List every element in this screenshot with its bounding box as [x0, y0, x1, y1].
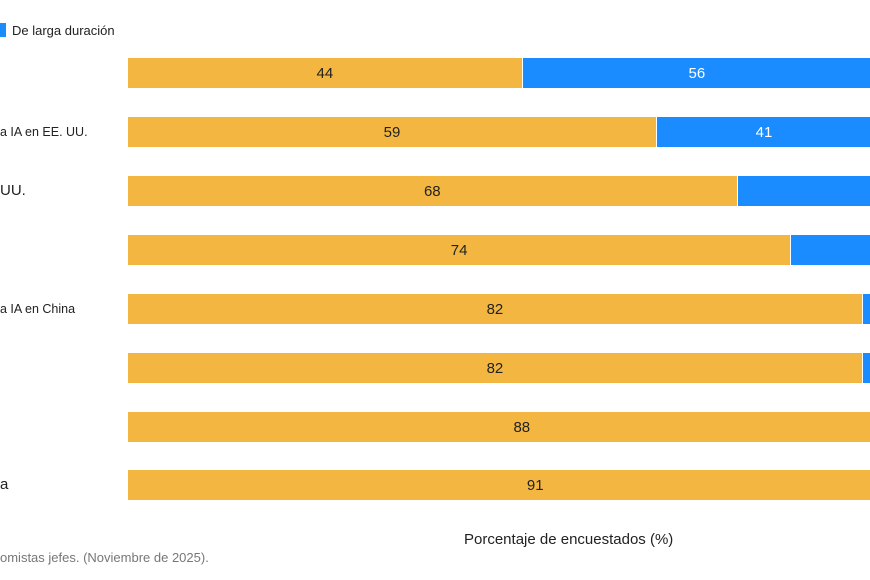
bar-short-term: 88	[128, 412, 870, 442]
bar-short-term: 59	[128, 117, 657, 147]
bar-value-label: 82	[486, 359, 504, 377]
legend-item-long-term: De larga duración	[0, 20, 115, 40]
bar-value-label: 68	[423, 182, 441, 200]
bar-short-term: 44	[128, 58, 522, 88]
bar-row: 68	[128, 176, 870, 206]
bar-short-term: 68	[128, 176, 737, 206]
legend-label-long-term: De larga duración	[12, 22, 115, 38]
bar-row: 82	[128, 353, 870, 383]
bar-value-label: 44	[316, 64, 334, 82]
bar-row: 91	[128, 470, 870, 500]
bar-long-term	[790, 235, 870, 265]
row-label: a IA en EE. UU.	[0, 125, 88, 139]
bar-long-term	[861, 353, 870, 383]
bar-value-label: 91	[526, 476, 544, 494]
bar-row: 59 41	[128, 117, 870, 147]
bar-short-term: 74	[128, 235, 791, 265]
row-label: a IA en China	[0, 302, 76, 316]
bar-value-label: 88	[513, 418, 531, 436]
row-label: UU.	[0, 182, 26, 199]
bar-value-label: 56	[688, 64, 706, 82]
source-note: omistas jefes. (Noviembre de 2025).	[0, 550, 209, 565]
bar-value-label: 74	[450, 241, 468, 259]
bar-row: 74	[128, 235, 870, 265]
bar-row: 44 56	[128, 58, 870, 88]
bar-row: 82	[128, 294, 870, 324]
bar-long-term: 41	[656, 117, 870, 147]
bar-long-term: 56	[521, 58, 870, 88]
bar-value-label: 82	[486, 300, 504, 318]
bar-short-term: 82	[128, 353, 862, 383]
bar-value-label: 59	[383, 123, 401, 141]
bar-long-term	[861, 294, 870, 324]
bar-short-term: 91	[128, 470, 870, 500]
x-axis-title: Porcentaje de encuestados (%)	[464, 531, 674, 548]
bar-row: 88	[128, 412, 870, 442]
bar-value-label: 41	[755, 123, 773, 141]
bar-long-term	[736, 176, 870, 206]
bar-short-term: 82	[128, 294, 862, 324]
legend-swatch-long-term	[0, 23, 6, 37]
row-label: a	[0, 476, 9, 493]
